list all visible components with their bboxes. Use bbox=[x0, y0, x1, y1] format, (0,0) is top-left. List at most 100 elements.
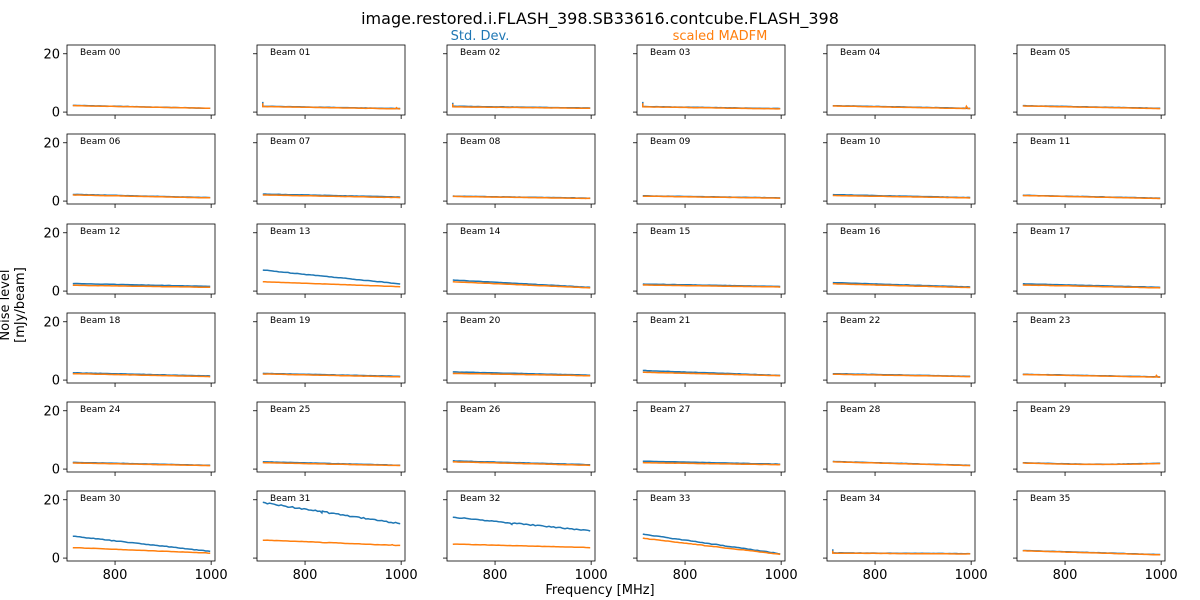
madfm-line bbox=[452, 543, 591, 549]
beam-label: Beam 30 bbox=[80, 494, 121, 504]
y-tick-label: 0 bbox=[52, 463, 60, 478]
panel-frame bbox=[826, 490, 976, 562]
x-tick-label: 1000 bbox=[385, 568, 418, 583]
madfm-line bbox=[452, 372, 591, 377]
beam-label: Beam 34 bbox=[840, 494, 881, 504]
panel-frame bbox=[1016, 312, 1166, 384]
figure-title: image.restored.i.FLASH_398.SB33616.contc… bbox=[361, 9, 839, 28]
madfm-line bbox=[832, 194, 971, 199]
madfm-line bbox=[642, 371, 781, 377]
panel-beam-27: Beam 27 bbox=[633, 401, 786, 476]
madfm-line bbox=[262, 194, 401, 199]
madfm-line bbox=[72, 284, 211, 289]
x-tick-label: 1000 bbox=[1145, 568, 1178, 583]
panel-beam-01: Beam 01 bbox=[253, 44, 406, 119]
panel-beam-16: Beam 16 bbox=[823, 223, 976, 298]
madfm-line bbox=[452, 103, 591, 110]
madfm-line bbox=[642, 195, 781, 199]
beam-label: Beam 09 bbox=[650, 137, 691, 147]
panel-frame bbox=[446, 223, 596, 295]
y-axis-label: Noise level [mJy/beam] bbox=[0, 267, 28, 343]
beam-label: Beam 28 bbox=[840, 405, 881, 415]
x-tick-label: 1000 bbox=[765, 568, 798, 583]
panel-frame bbox=[636, 401, 786, 473]
madfm-line bbox=[72, 194, 211, 199]
panel-frame bbox=[1016, 44, 1166, 116]
panel-beam-04: Beam 04 bbox=[823, 44, 976, 119]
panel-frame bbox=[636, 490, 786, 562]
panel-frame bbox=[66, 490, 216, 562]
beam-label: Beam 13 bbox=[270, 227, 310, 237]
madfm-line bbox=[262, 103, 401, 110]
beam-label: Beam 01 bbox=[270, 48, 310, 58]
panel-beam-03: Beam 03 bbox=[633, 44, 786, 119]
madfm-line bbox=[1022, 194, 1161, 200]
x-tick-label: 800 bbox=[293, 568, 318, 583]
beam-label: Beam 33 bbox=[650, 494, 690, 504]
beam-label: Beam 12 bbox=[80, 227, 120, 237]
panel-beam-00: Beam 00 0 20 bbox=[43, 44, 216, 121]
panel-beam-22: Beam 22 bbox=[823, 312, 976, 387]
y-tick-label: 20 bbox=[43, 404, 60, 419]
panel-beam-29: Beam 29 bbox=[1013, 401, 1166, 476]
madfm-line bbox=[832, 550, 971, 555]
y-tick-label: 20 bbox=[43, 136, 60, 151]
panel-frame bbox=[826, 44, 976, 116]
panel-frame bbox=[826, 223, 976, 295]
panel-frame bbox=[636, 44, 786, 116]
x-tick-label: 800 bbox=[1053, 568, 1078, 583]
beam-label: Beam 32 bbox=[460, 494, 500, 504]
panel-beam-11: Beam 11 bbox=[1013, 133, 1166, 208]
panel-beam-12: Beam 12 0 20 bbox=[43, 223, 216, 300]
beam-label: Beam 19 bbox=[270, 316, 311, 326]
x-axis-label: Frequency [MHz] bbox=[545, 583, 655, 598]
x-tick-label: 800 bbox=[103, 568, 128, 583]
panel-beam-21: Beam 21 bbox=[633, 312, 786, 387]
y-tick-label: 0 bbox=[52, 552, 60, 567]
panel-beam-26: Beam 26 bbox=[443, 401, 596, 476]
madfm-line bbox=[72, 546, 211, 554]
x-tick-label: 1000 bbox=[955, 568, 988, 583]
std-dev-line bbox=[72, 282, 211, 288]
beam-label: Beam 02 bbox=[460, 48, 500, 58]
panel-frame bbox=[1016, 223, 1166, 295]
panel-beam-08: Beam 08 bbox=[443, 133, 596, 208]
panel-beam-10: Beam 10 bbox=[823, 133, 976, 208]
panel-frame bbox=[66, 223, 216, 295]
beam-label: Beam 31 bbox=[270, 494, 310, 504]
madfm-line bbox=[72, 372, 211, 378]
std-dev-line bbox=[72, 535, 211, 553]
madfm-line bbox=[642, 284, 781, 288]
panel-frame bbox=[826, 133, 976, 205]
legend-scaled-madfm: scaled MADFM bbox=[672, 29, 768, 44]
panel-frame bbox=[1016, 490, 1166, 562]
panel-beam-33: Beam 33 800 1000 bbox=[633, 490, 798, 583]
beam-label: Beam 20 bbox=[460, 316, 501, 326]
beam-label: Beam 29 bbox=[1030, 405, 1071, 415]
y-tick-label: 20 bbox=[43, 315, 60, 330]
madfm-line bbox=[642, 461, 781, 466]
y-tick-label: 20 bbox=[43, 226, 60, 241]
panel-frame bbox=[446, 133, 596, 205]
panel-frame bbox=[66, 133, 216, 205]
beam-label: Beam 21 bbox=[650, 316, 690, 326]
madfm-line bbox=[1022, 462, 1161, 466]
beam-label: Beam 05 bbox=[1030, 48, 1070, 58]
y-tick-label: 0 bbox=[52, 195, 60, 210]
panel-frame bbox=[1016, 133, 1166, 205]
madfm-line bbox=[642, 103, 781, 110]
panel-beam-09: Beam 09 bbox=[633, 133, 786, 208]
y-tick-label: 0 bbox=[52, 106, 60, 121]
panel-frame bbox=[446, 312, 596, 384]
panel-beam-30: Beam 30 0 20 800 1000 bbox=[43, 490, 228, 583]
madfm-line bbox=[262, 461, 401, 467]
beam-label: Beam 08 bbox=[460, 137, 501, 147]
beam-label: Beam 25 bbox=[270, 405, 310, 415]
madfm-line bbox=[262, 373, 401, 378]
beam-label: Beam 26 bbox=[460, 405, 501, 415]
madfm-line bbox=[452, 280, 591, 289]
beam-label: Beam 14 bbox=[460, 227, 501, 237]
panel-frame bbox=[446, 490, 596, 562]
panel-frame bbox=[1016, 401, 1166, 473]
madfm-line bbox=[72, 104, 211, 110]
